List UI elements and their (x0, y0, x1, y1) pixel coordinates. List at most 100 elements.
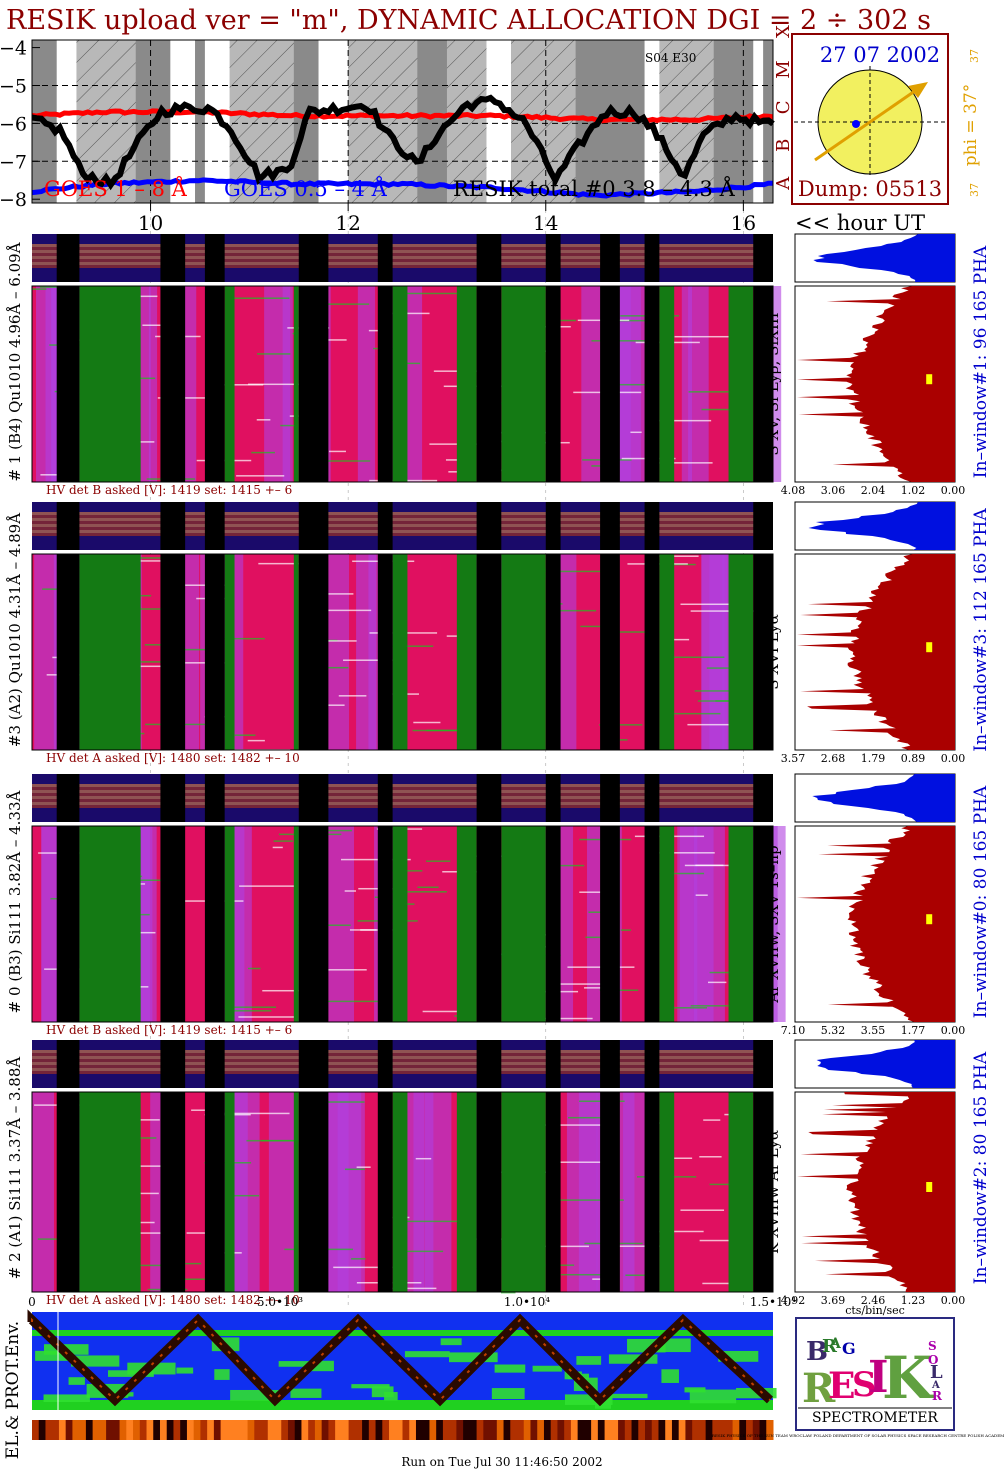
color-stripe-cell (543, 1420, 552, 1440)
env-patch (532, 1365, 562, 1372)
data-gap (160, 502, 186, 550)
spectrum-x-tick: 0.89 (901, 752, 926, 765)
data-gap (56, 234, 80, 282)
spectrogram-streak (695, 864, 724, 867)
spectrogram-streak (212, 384, 264, 386)
spectrogram-streak (280, 424, 304, 427)
spectrogram-streak (701, 408, 736, 411)
color-stripe-cell (119, 1420, 127, 1440)
color-stripe-cell (530, 1420, 538, 1440)
spectrogram-green (501, 554, 546, 750)
spectrogram-streak (256, 353, 291, 355)
spectrogram-streak (163, 662, 229, 664)
bottom-x-tick: 1.0•10⁴ (504, 1295, 550, 1309)
spectrogram-streak (273, 840, 294, 842)
spectrum-profile (797, 286, 955, 482)
spectrogram-streak (422, 1010, 465, 1013)
spectrogram-streak (218, 637, 265, 640)
color-stripe-cell (577, 1420, 585, 1440)
pha-histogram (813, 234, 955, 282)
color-stripe-cell (274, 1420, 282, 1440)
spectrogram-streak (344, 890, 357, 892)
spectrogram-streak (706, 667, 739, 669)
env-patch (440, 1338, 462, 1346)
spectrogram-streak (133, 1137, 157, 1139)
spectrogram-frame (31, 825, 774, 1023)
logo-letter: E (828, 1365, 855, 1407)
color-stripe-cell (638, 1420, 646, 1440)
hour-caption: << hour UT (795, 211, 925, 235)
spectrogram-streak (300, 1101, 365, 1103)
spectrogram-streak (131, 1221, 155, 1224)
spectrogram-streak (132, 665, 175, 668)
spectrogram-texture (693, 826, 725, 1022)
spectrogram-green (728, 554, 754, 750)
color-stripe-cell (32, 1420, 40, 1440)
data-gap (545, 502, 561, 550)
spectrogram-streak (134, 557, 183, 559)
spectrogram-texture (701, 554, 728, 750)
color-stripe-cell (449, 1420, 457, 1440)
spectrum-x-tick: 0.00 (941, 484, 966, 497)
data-gap (545, 1040, 561, 1088)
color-stripe-cell (389, 1420, 397, 1440)
env-patch (107, 1370, 154, 1377)
logo-letter: L (930, 1362, 943, 1383)
data-gap (644, 286, 660, 482)
legend-goes-short: GOES 0.5 – 4 Å (224, 176, 388, 201)
color-stripe-cell (106, 1420, 114, 1440)
data-gap (753, 774, 773, 822)
color-stripe-cell (698, 1420, 707, 1440)
logo-letter: I (868, 1352, 889, 1403)
color-stripe-cell (732, 1420, 740, 1440)
env-patch (689, 1389, 737, 1404)
logo-frame (795, 1317, 955, 1431)
env-patch (278, 1361, 313, 1367)
data-gap (56, 1092, 80, 1292)
pha-band (32, 247, 773, 250)
data-gap (753, 554, 773, 750)
logo-letter: A (931, 1380, 940, 1391)
spectrogram-streak (559, 864, 585, 867)
channel-label: #3 (A2) Qu1010 4.31Å – 4.89Å (6, 513, 24, 747)
data-gap (160, 554, 186, 750)
window-marker (926, 642, 933, 653)
env-patch (661, 1369, 679, 1383)
color-stripe-cell (584, 1420, 592, 1440)
spectrum-x-tick: 1.79 (861, 752, 886, 765)
color-stripe-cell (227, 1420, 235, 1440)
spectrogram-streak (258, 562, 301, 565)
color-stripe-cell (631, 1420, 639, 1440)
particle-environment-panel: 0 5.0•10³ 1.0•10⁴ 1.5•10⁴ cts/bin/sec EL.& PR… (3, 1295, 905, 1469)
spectrogram-green (456, 554, 477, 750)
spectrogram-streak (426, 860, 451, 862)
spectrogram-streak (356, 1166, 371, 1168)
color-stripe-cell (719, 1420, 727, 1440)
color-stripe-cell (159, 1420, 168, 1440)
data-gap (644, 554, 660, 750)
spectrum-x-tick: 3.55 (861, 1024, 886, 1037)
color-stripe-cell (570, 1420, 579, 1440)
data-gap (644, 826, 660, 1022)
pha-histogram (816, 1040, 955, 1088)
spectrogram-streak (652, 1230, 704, 1233)
spectrogram-texture (268, 1092, 298, 1292)
spectrogram-texture (148, 286, 158, 482)
y-tick-label: −7 (0, 151, 27, 173)
dump-number: Dump: 05513 (798, 177, 942, 201)
data-gap (377, 234, 393, 282)
data-gap (56, 1040, 80, 1088)
spectrogram-green (392, 826, 408, 1022)
data-gap (377, 502, 393, 550)
spectrogram-streak (351, 1258, 366, 1260)
hour-tick-label: 14 (533, 211, 558, 235)
series-line-2 (31, 94, 775, 191)
color-stripe-cell (368, 1420, 377, 1440)
spectrogram-streak (695, 894, 708, 896)
data-gap (160, 234, 186, 282)
spectrogram-streak (272, 846, 283, 849)
orbit-track-highlight (31, 1317, 771, 1402)
color-stripe-cell (429, 1420, 437, 1440)
data-gap (476, 234, 502, 282)
data-gap (160, 286, 186, 482)
